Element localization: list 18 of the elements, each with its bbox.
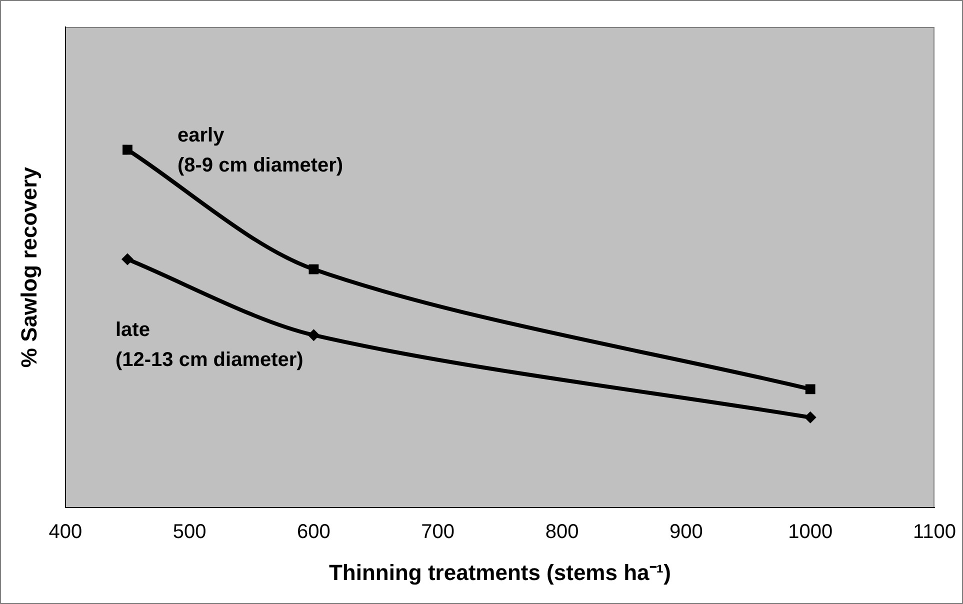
x-tick-label: 800 bbox=[545, 521, 579, 544]
x-tick-label: 500 bbox=[172, 521, 206, 544]
point bbox=[804, 411, 816, 424]
x-tick-label: 600 bbox=[297, 521, 330, 544]
point bbox=[122, 144, 132, 155]
x-tick-label: 400 bbox=[48, 521, 82, 544]
x-tick-label: 700 bbox=[421, 521, 455, 544]
x-tick-label: 1100 bbox=[912, 521, 956, 544]
x-tick-label: 1000 bbox=[788, 521, 833, 544]
point bbox=[121, 253, 134, 266]
point bbox=[308, 264, 319, 274]
series-label: late (12-13 cm diameter) bbox=[115, 319, 304, 372]
point bbox=[308, 329, 320, 342]
x-tick-label: 900 bbox=[669, 521, 703, 544]
y-axis-title: % Sawlog recovery bbox=[16, 166, 42, 368]
point bbox=[805, 384, 816, 394]
x-axis-title: Thinning treatments (stems ha⁻¹) bbox=[328, 560, 671, 585]
series-label: early (8-9 cm diameter) bbox=[177, 124, 344, 177]
